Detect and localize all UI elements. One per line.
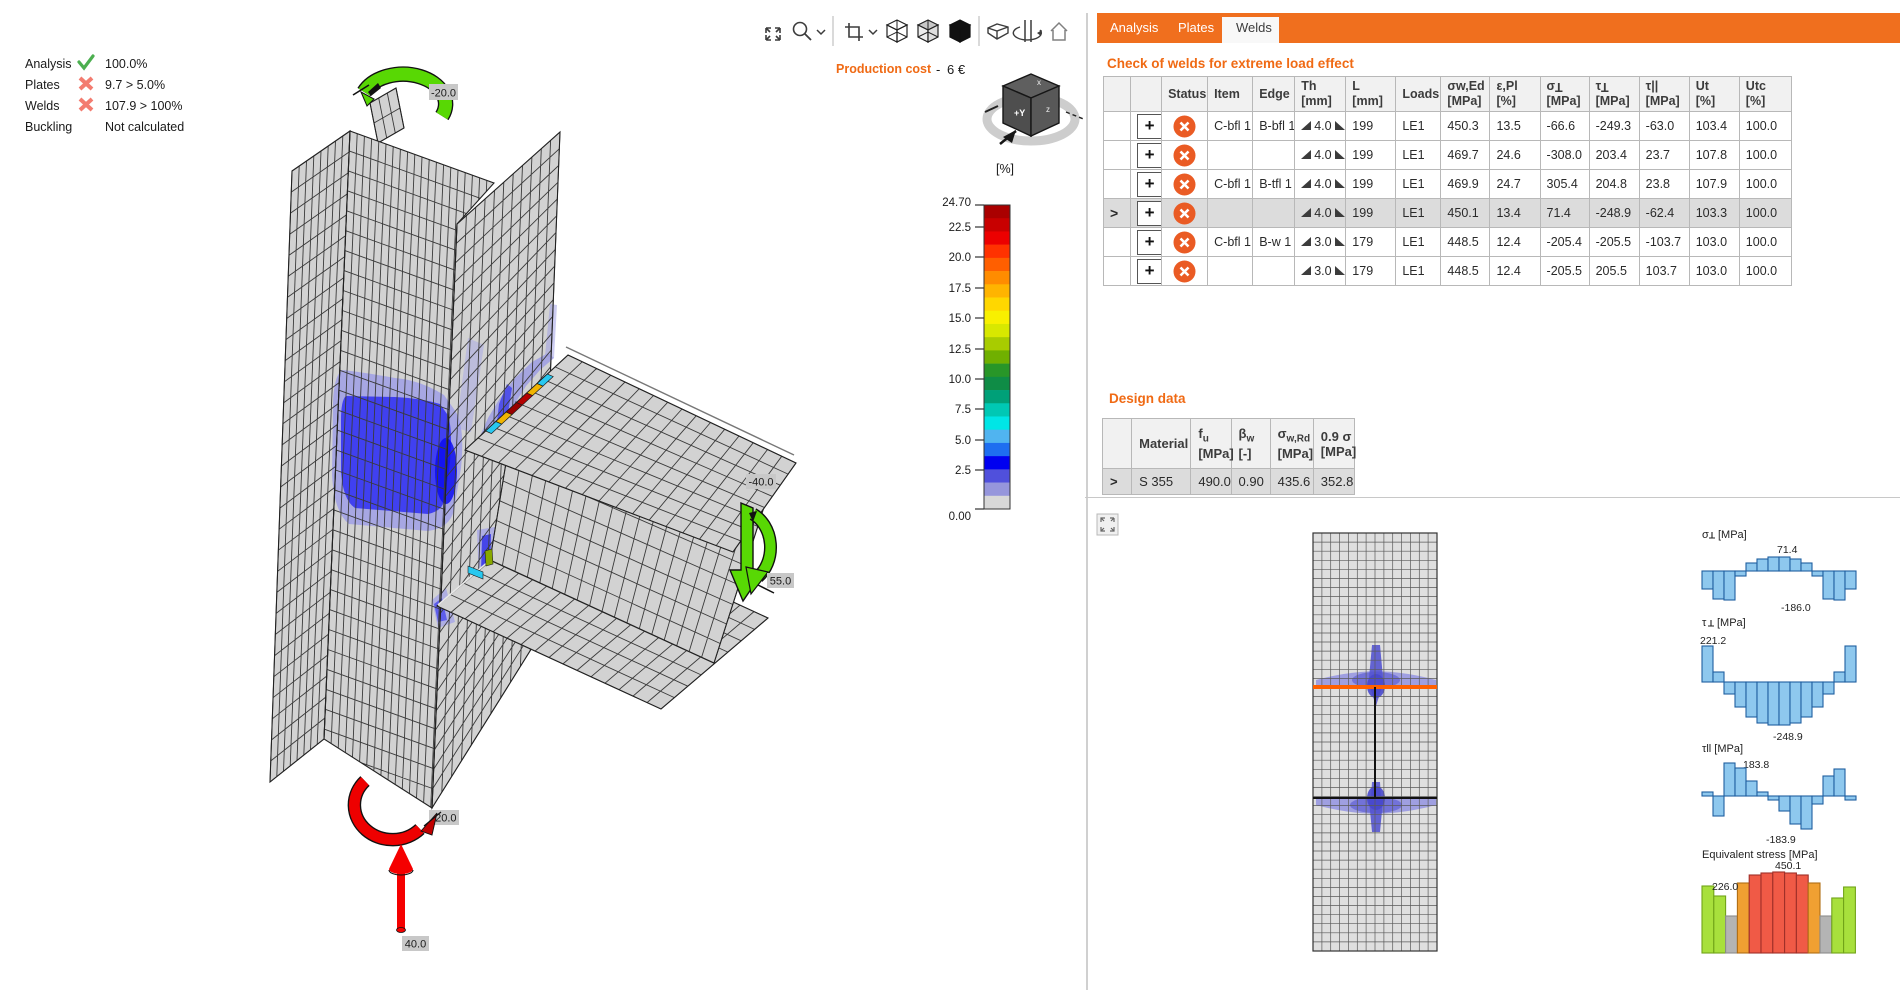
svg-text:450.1: 450.1 bbox=[1775, 860, 1801, 872]
svg-text:τ: τ bbox=[1702, 617, 1707, 629]
svg-text:-40.0: -40.0 bbox=[748, 477, 773, 489]
svg-text:Welds: Welds bbox=[25, 99, 60, 113]
svg-text:z: z bbox=[1046, 105, 1050, 114]
svg-text:100.0%: 100.0% bbox=[105, 57, 147, 71]
svg-text:[MPa]: [MPa] bbox=[1718, 529, 1747, 541]
svg-text:24.70: 24.70 bbox=[942, 197, 971, 209]
svg-text:183.8: 183.8 bbox=[1743, 759, 1769, 771]
svg-text:Plates: Plates bbox=[25, 78, 60, 92]
svg-text:40.0: 40.0 bbox=[405, 939, 426, 951]
svg-text:226.0: 226.0 bbox=[1712, 881, 1738, 893]
svg-text:22.5: 22.5 bbox=[949, 222, 971, 234]
svg-text:6 €: 6 € bbox=[947, 62, 966, 77]
svg-text:2.5: 2.5 bbox=[955, 465, 971, 477]
svg-text:x: x bbox=[1037, 78, 1041, 87]
svg-text:-183.9: -183.9 bbox=[1766, 834, 1796, 846]
svg-text:10.0: 10.0 bbox=[949, 374, 971, 386]
svg-text:+Y: +Y bbox=[1014, 108, 1025, 118]
svg-text:Buckling: Buckling bbox=[25, 120, 72, 134]
svg-text:σ: σ bbox=[1702, 529, 1709, 541]
svg-text:Analysis: Analysis bbox=[25, 57, 72, 71]
svg-text:221.2: 221.2 bbox=[1700, 635, 1726, 647]
svg-text:-186.0: -186.0 bbox=[1781, 602, 1811, 614]
svg-text:9.7 > 5.0%: 9.7 > 5.0% bbox=[105, 78, 165, 92]
svg-text:τll [MPa]: τll [MPa] bbox=[1702, 743, 1743, 755]
svg-text:[%]: [%] bbox=[996, 162, 1014, 176]
svg-text:7.5: 7.5 bbox=[955, 404, 971, 416]
svg-text:Not calculated: Not calculated bbox=[105, 120, 184, 134]
svg-text:0.00: 0.00 bbox=[949, 511, 971, 523]
svg-text:71.4: 71.4 bbox=[1777, 544, 1798, 556]
svg-text:Equivalent stress [MPa]: Equivalent stress [MPa] bbox=[1702, 849, 1818, 861]
svg-text:-20.0: -20.0 bbox=[431, 813, 456, 825]
svg-text:5.0: 5.0 bbox=[955, 435, 971, 447]
svg-text:Production cost: Production cost bbox=[836, 62, 932, 76]
svg-text:12.5: 12.5 bbox=[949, 344, 971, 356]
svg-text:-248.9: -248.9 bbox=[1773, 731, 1803, 743]
svg-text:20.0: 20.0 bbox=[949, 252, 971, 264]
svg-text:55.0: 55.0 bbox=[770, 576, 791, 588]
svg-text:-20.0: -20.0 bbox=[431, 88, 456, 100]
svg-text:107.9 > 100%: 107.9 > 100% bbox=[105, 99, 183, 113]
svg-text:[MPa]: [MPa] bbox=[1717, 617, 1746, 629]
svg-text:-: - bbox=[936, 62, 940, 77]
svg-text:15.0: 15.0 bbox=[949, 313, 971, 325]
svg-text:17.5: 17.5 bbox=[949, 283, 971, 295]
